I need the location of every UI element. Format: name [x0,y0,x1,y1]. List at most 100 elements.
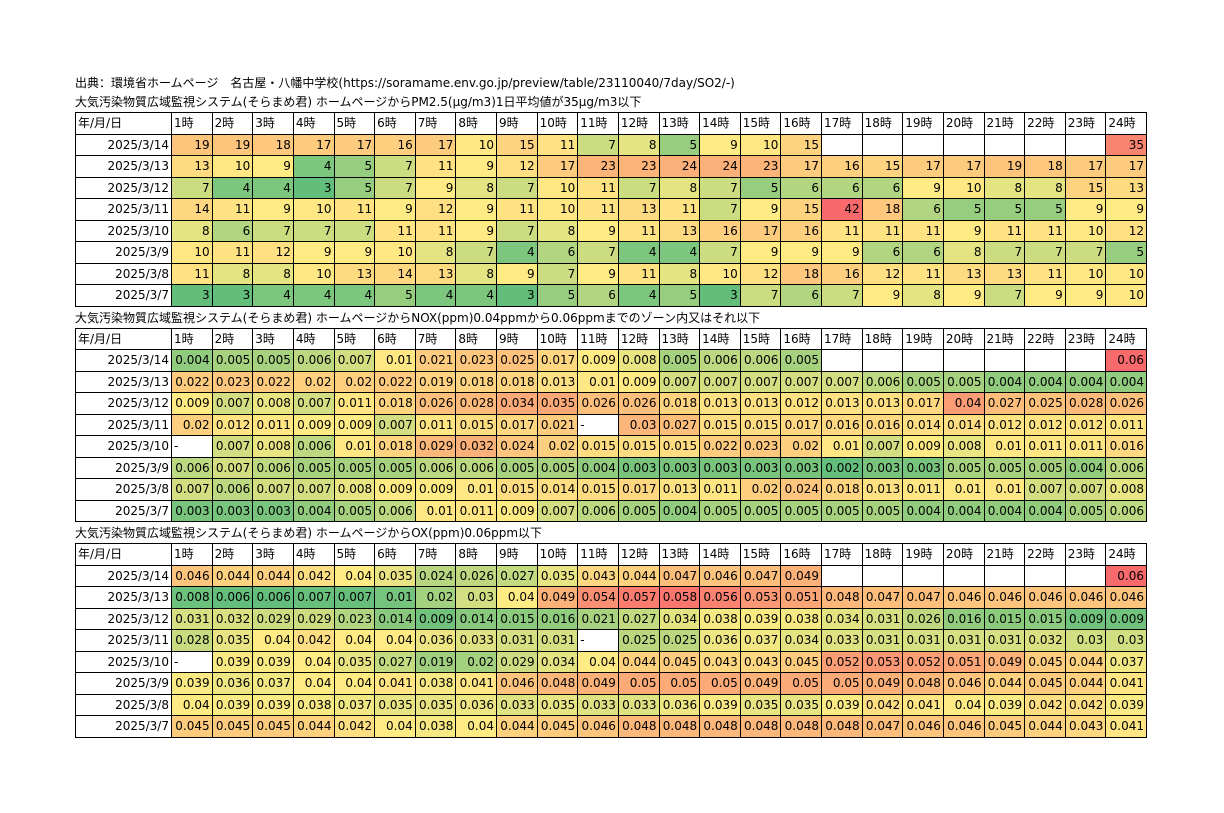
value-cell: 5 [536,284,579,307]
header-cell: 6時 [374,112,416,135]
header-cell: 12時 [617,543,660,566]
value-cell: 0.015 [617,435,660,458]
value-cell: 7 [171,176,213,199]
value-cell: 0.005 [739,499,782,522]
value-cell: 0.004 [902,499,944,522]
value-cell: 0.033 [821,629,863,652]
data-row: 2025/3/8 0.04 0.039 0.039 0.038 0.037 0.035 0.0… [75,693,1147,716]
date-cell: 2025/3/8 [75,693,172,716]
value-cell: 4 [617,241,660,264]
value-cell [1024,349,1066,372]
value-cell: 6 [211,219,254,242]
value-cell: 11 [983,219,1026,242]
value-cell: 11 [414,155,457,178]
value-cell: 0.047 [861,586,904,609]
value-cell: 0.051 [780,586,822,609]
value-cell: 11 [902,219,944,242]
value-cell: 0.017 [780,413,822,436]
value-cell: 0.007 [861,435,904,458]
value-cell: 0.022 [171,370,213,393]
header-cell: 15時 [739,112,782,135]
value-cell: 8 [658,176,701,199]
header-cell: 17時 [821,327,863,350]
value-cell: 0.005 [211,349,254,372]
value-cell: 0.03 [1064,629,1107,652]
value-cell: 0.003 [902,456,944,479]
value-cell: 0.015 [577,435,619,458]
value-cell: 0.007 [333,349,376,372]
value-cell: 0.009 [171,392,213,415]
value-cell: 0.018 [658,392,701,415]
value-cell: 9 [577,262,619,285]
value-cell: 0.012 [1024,413,1066,436]
value-cell: 6 [780,176,822,199]
value-cell: 0.036 [414,629,457,652]
value-cell: 0.003 [252,499,294,522]
header-cell: 23時 [1064,112,1107,135]
value-cell: 0.04 [942,392,985,415]
header-cell: 4時 [292,112,335,135]
data-row: 2025/3/12 0.031 0.032 0.029 0.029 0.023 0.014 0… [75,607,1147,630]
value-cell [942,349,985,372]
value-cell: 0.029 [252,607,294,630]
value-cell: 16 [821,155,863,178]
header-cell: 13時 [658,112,701,135]
header-cell: 14時 [699,543,741,566]
header-cell: 7時 [414,543,457,566]
value-cell: 0.035 [780,693,822,716]
header-cell: 13時 [658,543,701,566]
header-cell: 3時 [252,543,294,566]
value-cell: 15 [861,155,904,178]
value-cell: 6 [780,284,822,307]
value-cell: 0.015 [658,435,701,458]
value-cell: 4 [496,241,538,264]
value-cell [902,349,944,372]
data-row: 2025/3/14 0.046 0.044 0.044 0.042 0.04 0.035 0.… [75,564,1147,587]
value-cell: 0.046 [942,672,985,695]
value-cell: 0.01 [577,370,619,393]
header-cell: 1時 [171,112,213,135]
value-cell: 0.035 [739,693,782,716]
value-cell: 0.007 [252,478,294,501]
value-cell: 8 [455,176,497,199]
header-cell: 14時 [699,327,741,350]
value-cell: 0.015 [1024,607,1066,630]
value-cell: 0.005 [821,499,863,522]
value-cell: 0.053 [739,586,782,609]
value-cell: 0.004 [171,349,213,372]
value-cell: 0.006 [292,435,335,458]
value-cell: 0.015 [739,413,782,436]
value-cell: 9 [455,198,497,221]
header-cell: 3時 [252,327,294,350]
value-cell: 0.02 [414,586,457,609]
value-cell: 0.016 [861,413,904,436]
value-cell: 0.005 [496,456,538,479]
header-cell: 19時 [902,543,944,566]
value-cell: 0.009 [1105,607,1147,630]
header-cell: 11時 [577,327,619,350]
value-cell: 0.02 [536,435,579,458]
header-cell: 8時 [455,112,497,135]
value-cell: 12 [739,262,782,285]
value-cell: 0.05 [780,672,822,695]
value-cell: 0.011 [1105,413,1147,436]
value-cell: 0.057 [617,586,660,609]
value-cell: 4 [252,284,294,307]
value-cell: 0.033 [577,693,619,716]
data-table: 年/月/日 1時 2時 3時 4時 5時 6時 7時 8時 9時 10時 11時 12時 13時 14時 15… [75,543,1147,738]
value-cell: 4 [658,241,701,264]
data-row: 2025/3/11 14 11 9 10 11 9 12 9 11 10 11 13 11 7 9 15 42 18… [75,198,1147,221]
header-cell: 22時 [1024,112,1066,135]
value-cell: 9 [780,241,822,264]
value-cell: 0.045 [983,715,1026,738]
value-cell: 0.037 [333,693,376,716]
value-cell: 0.013 [739,392,782,415]
value-cell: 17 [292,133,335,156]
value-cell: 11 [374,219,416,242]
header-cell: 5時 [333,112,376,135]
value-cell: 17 [1105,155,1147,178]
value-cell: 0.031 [942,629,985,652]
data-row: 2025/3/7 0.003 0.003 0.003 0.004 0.005 0.006 0.… [75,499,1147,522]
value-cell: 0.021 [414,349,457,372]
value-cell: 11 [496,198,538,221]
